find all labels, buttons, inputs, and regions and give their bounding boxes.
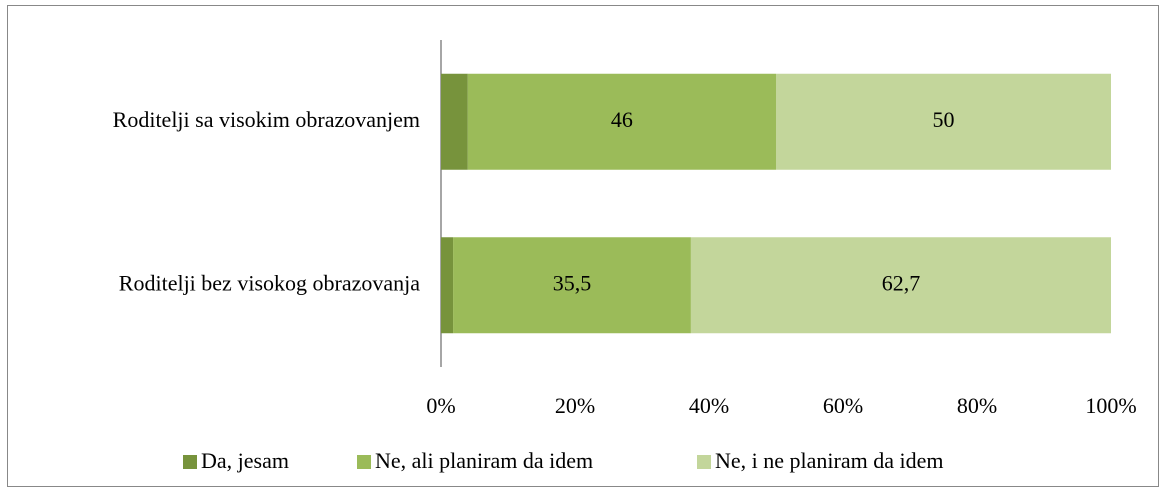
legend-label: Ne, ali planiram da idem [375,448,593,473]
y-tick-label: Roditelji bez visokog obrazovanja [119,270,420,295]
legend-swatch [183,455,197,469]
x-tick-label: 60% [823,393,863,418]
legend-swatch [357,455,371,469]
data-label: 46 [611,107,633,132]
y-tick-label: Roditelji sa visokim obrazovanjem [113,107,420,132]
x-tick-label: 80% [957,393,997,418]
bar-segment [776,73,1111,170]
bar-segment [441,73,468,170]
x-tick-label: 20% [555,393,595,418]
bar-segment [441,237,454,334]
legend-label: Ne, i ne planiram da idem [715,448,943,473]
x-tick-label: 0% [426,393,455,418]
bar-segment [453,237,691,334]
data-label: 35,5 [553,270,592,295]
x-tick-label: 40% [689,393,729,418]
data-label: 50 [933,107,955,132]
legend-swatch [697,455,711,469]
x-tick-label: 100% [1085,393,1136,418]
bar-segment [690,237,1111,334]
data-label: 62,7 [882,270,921,295]
bar-segment [467,73,776,170]
legend-label: Da, jesam [201,448,289,473]
